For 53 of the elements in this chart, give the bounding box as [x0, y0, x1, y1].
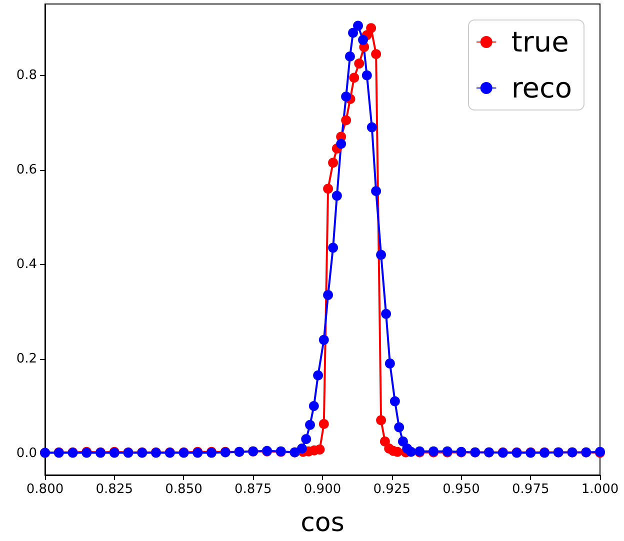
point [328, 242, 338, 253]
point [332, 190, 342, 201]
x-tick-label: 0.900 [304, 482, 342, 497]
point [323, 184, 334, 194]
point [398, 436, 408, 446]
point [341, 115, 352, 126]
point [296, 444, 307, 454]
point [344, 51, 355, 62]
x-tick-label: 0.875 [234, 482, 272, 497]
point [371, 49, 382, 60]
legend-label: reco [511, 72, 572, 104]
point [314, 444, 325, 454]
point [380, 436, 390, 446]
point [313, 370, 324, 380]
point [305, 420, 316, 430]
x-tick-label: 0.950 [442, 482, 480, 497]
point [308, 401, 319, 412]
point [362, 70, 372, 80]
x-tick-label: 0.925 [373, 482, 410, 497]
point [376, 250, 386, 260]
point [366, 23, 376, 34]
point [376, 415, 386, 426]
y-tick-label: 0.0 [16, 446, 37, 461]
point [348, 28, 358, 38]
point [301, 434, 312, 444]
x-tick-label: 0.800 [26, 482, 64, 497]
point [358, 34, 368, 45]
x-tick-label: 1.000 [581, 482, 619, 497]
point [336, 138, 346, 149]
point [366, 122, 377, 132]
point [318, 418, 329, 429]
x-axis-title: cos [300, 508, 344, 538]
y-tick-label: 0.8 [16, 68, 37, 83]
x-tick-label: 0.850 [165, 482, 202, 497]
point [318, 334, 329, 345]
point [390, 396, 400, 406]
x-tick-label: 0.825 [96, 482, 133, 497]
point [384, 358, 395, 369]
point [349, 72, 360, 83]
y-tick-label: 0.2 [16, 351, 37, 366]
point [323, 290, 334, 300]
point [381, 308, 392, 319]
point [406, 446, 416, 457]
y-tick-label: 0.6 [16, 162, 37, 178]
legend-label: true [511, 26, 569, 58]
point [353, 20, 364, 31]
y-tick-label: 0.4 [16, 256, 37, 272]
point [371, 186, 382, 196]
point [328, 158, 338, 168]
point [341, 92, 352, 102]
x-tick-label: 0.975 [512, 482, 550, 497]
point [354, 58, 364, 69]
point [394, 422, 404, 432]
